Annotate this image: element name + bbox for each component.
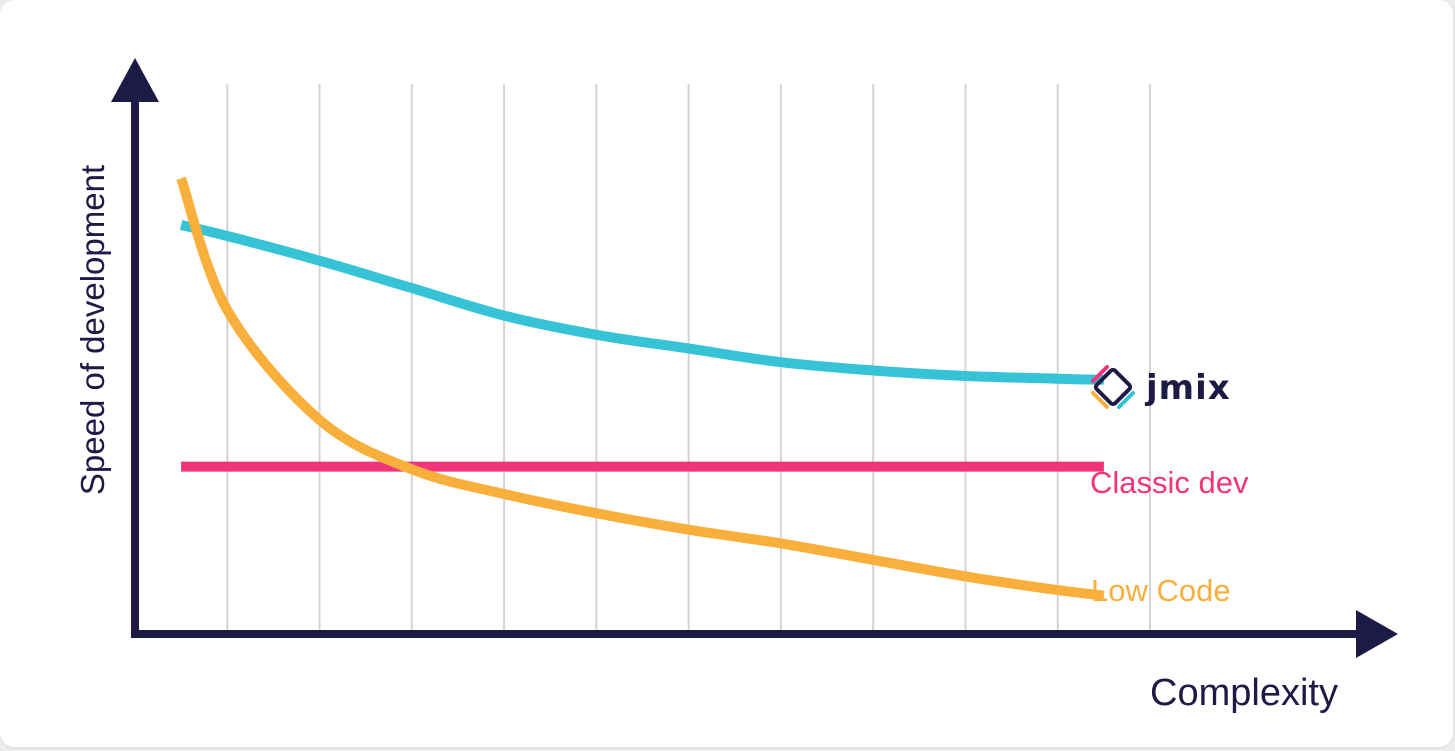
y-axis-arrow bbox=[111, 58, 159, 102]
jmix-logo-accent-pink-icon bbox=[1091, 365, 1109, 383]
jmix-logo-mark-icon bbox=[1093, 367, 1133, 407]
legend-classic-dev-label: Classic dev bbox=[1090, 465, 1249, 500]
x-axis-label: Complexity bbox=[1150, 672, 1338, 714]
series-line-jmix bbox=[179, 220, 1105, 385]
legend-jmix-logo: jmix bbox=[1091, 365, 1231, 409]
axes bbox=[111, 58, 1398, 658]
legend-jmix-label: jmix bbox=[1144, 368, 1231, 408]
series-line-low-code bbox=[176, 176, 1105, 601]
series-lines bbox=[176, 176, 1105, 601]
x-axis-arrow bbox=[1356, 610, 1398, 658]
legend-low-code-label: Low Code bbox=[1091, 573, 1231, 608]
jmix-logo-accent-yellow-icon bbox=[1091, 391, 1109, 409]
y-axis-label: Speed of development bbox=[74, 165, 111, 495]
grid-lines bbox=[226, 84, 1151, 634]
jmix-logo-accent-cyan-icon bbox=[1117, 391, 1135, 409]
